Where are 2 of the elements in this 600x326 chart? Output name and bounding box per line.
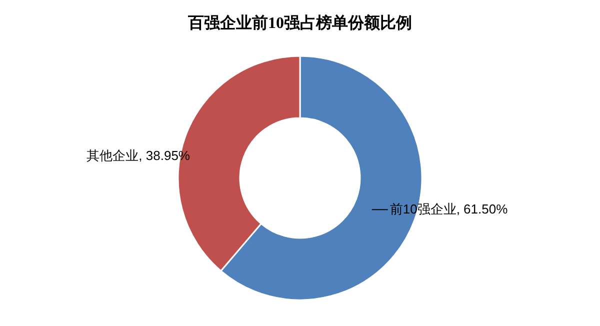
slice-label: 前10强企业, 61.50%	[390, 202, 508, 217]
chart-title: 百强企业前10强占榜单份额比例	[187, 14, 412, 32]
